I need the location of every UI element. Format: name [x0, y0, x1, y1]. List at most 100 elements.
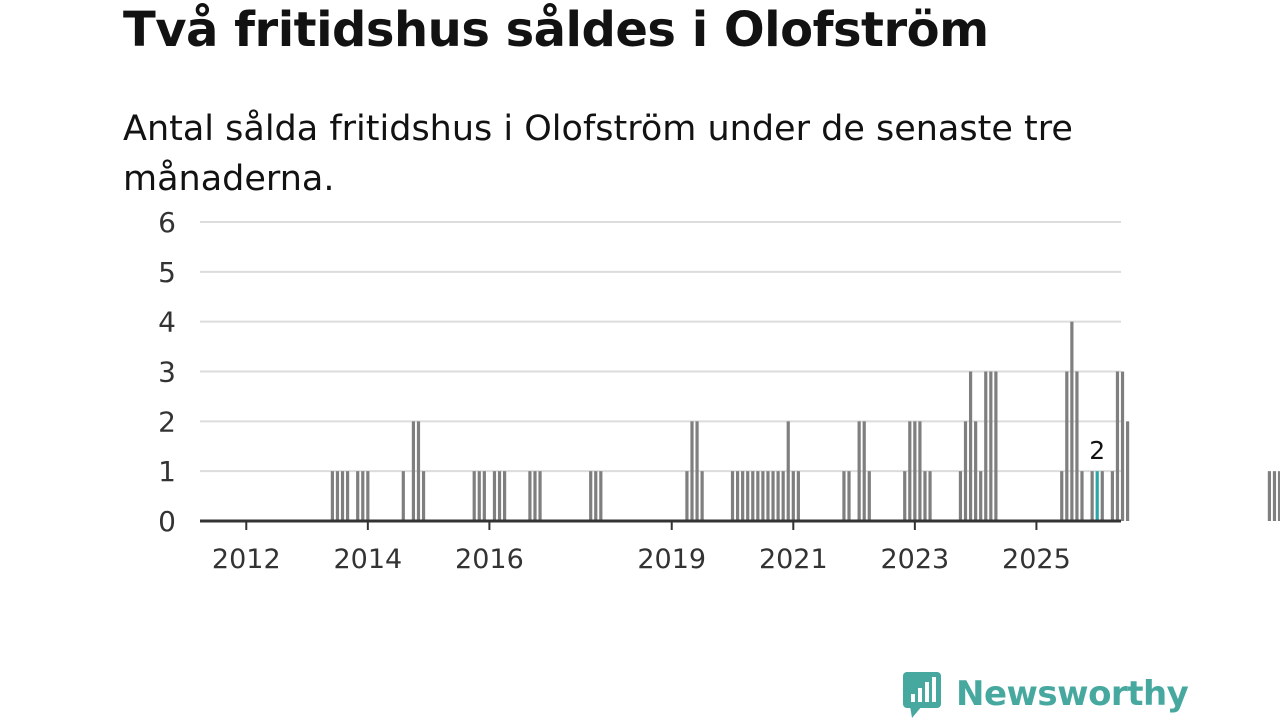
bar — [958, 471, 963, 521]
bar — [1110, 471, 1114, 521]
bar — [862, 421, 866, 521]
bar — [771, 471, 775, 521]
bar — [979, 471, 983, 521]
y-tick-label: 5 — [158, 256, 176, 289]
chart-subtitle: Antal sålda fritidshus i Olofström under… — [123, 109, 1073, 199]
bar — [974, 421, 978, 521]
bar — [482, 471, 486, 521]
bar — [989, 371, 993, 521]
bar — [1100, 471, 1104, 521]
bar — [903, 471, 907, 521]
bar — [1277, 471, 1280, 521]
bar — [963, 421, 968, 521]
bar — [1080, 471, 1084, 521]
annotations: 2 — [1087, 434, 1108, 468]
newsworthy-logo-icon — [903, 672, 941, 718]
bar — [984, 371, 988, 521]
bars — [330, 321, 1280, 521]
bar — [918, 421, 922, 521]
bar — [1060, 471, 1064, 521]
bar — [533, 471, 537, 521]
newsworthy-brand: Newsworthy — [902, 668, 1189, 720]
bar-chart: 0 1 2 3 4 5 6 2012 2014 2016 2019 2021 2023 2025 2 — [158, 206, 1280, 575]
bar — [867, 471, 871, 521]
y-tick-label: 6 — [158, 206, 176, 239]
bar — [594, 471, 598, 521]
bar — [356, 471, 360, 521]
bar — [685, 471, 689, 521]
bar — [690, 421, 694, 521]
bar — [781, 471, 785, 521]
y-tick-label: 4 — [158, 306, 176, 339]
bar — [421, 471, 426, 521]
bar — [528, 471, 532, 521]
bar — [1075, 371, 1079, 521]
bar — [968, 371, 973, 521]
x-tick-label: 2019 — [637, 544, 706, 575]
bar — [497, 471, 502, 521]
y-axis-ticks: 0 1 2 3 4 5 6 — [158, 206, 176, 538]
bar — [366, 471, 370, 521]
bar — [908, 421, 912, 521]
bar — [741, 471, 745, 521]
bar — [847, 471, 851, 521]
bar — [1065, 371, 1069, 521]
bar — [761, 471, 765, 521]
bar — [923, 471, 927, 521]
bar — [791, 471, 795, 521]
bar — [746, 471, 750, 521]
bar — [589, 471, 593, 521]
bar — [345, 471, 350, 521]
y-tick-label: 3 — [158, 356, 176, 389]
bar — [1120, 371, 1125, 521]
bar — [776, 471, 780, 521]
bar — [928, 471, 932, 521]
bar — [1070, 321, 1074, 521]
bar-value-label: 2 — [1089, 436, 1105, 465]
bar — [751, 471, 755, 521]
bar — [730, 471, 735, 521]
bar — [416, 421, 421, 521]
bar — [796, 471, 800, 521]
x-tick-label: 2025 — [1002, 544, 1071, 575]
bar — [700, 471, 704, 521]
chart-title: Två fritidshus såldes i Olofström — [123, 2, 989, 58]
bar — [695, 421, 699, 521]
highlight-bar — [1095, 471, 1099, 521]
bar — [1090, 471, 1094, 521]
bar — [335, 471, 340, 521]
bar — [1115, 371, 1120, 521]
bar — [502, 471, 507, 521]
bar — [786, 421, 790, 521]
bar — [842, 471, 846, 521]
bar — [913, 421, 917, 521]
x-tick-label: 2023 — [881, 544, 950, 575]
bar — [599, 471, 603, 521]
bar — [492, 471, 497, 521]
bar — [401, 471, 405, 521]
bar — [472, 471, 476, 521]
bar — [330, 471, 334, 521]
bar — [538, 471, 542, 521]
bar — [857, 421, 861, 521]
y-tick-label: 1 — [158, 455, 176, 488]
bar — [1267, 471, 1272, 521]
x-axis: 2012 2014 2016 2019 2021 2023 2025 — [200, 519, 1121, 575]
bar — [361, 471, 365, 521]
x-tick-label: 2014 — [333, 544, 402, 575]
bar — [756, 471, 760, 521]
brand-name: Newsworthy — [956, 674, 1189, 714]
bar — [735, 471, 740, 521]
y-tick-label: 2 — [158, 405, 176, 438]
x-tick-label: 2016 — [455, 544, 524, 575]
x-tick-label: 2021 — [759, 544, 828, 575]
bar — [994, 371, 998, 521]
bar — [1125, 421, 1130, 521]
gridlines — [200, 221, 1121, 473]
bar — [340, 471, 345, 521]
bar — [411, 421, 416, 521]
bar — [1272, 471, 1277, 521]
bar — [766, 471, 770, 521]
x-tick-label: 2012 — [212, 544, 281, 575]
y-tick-label: 0 — [158, 505, 176, 538]
